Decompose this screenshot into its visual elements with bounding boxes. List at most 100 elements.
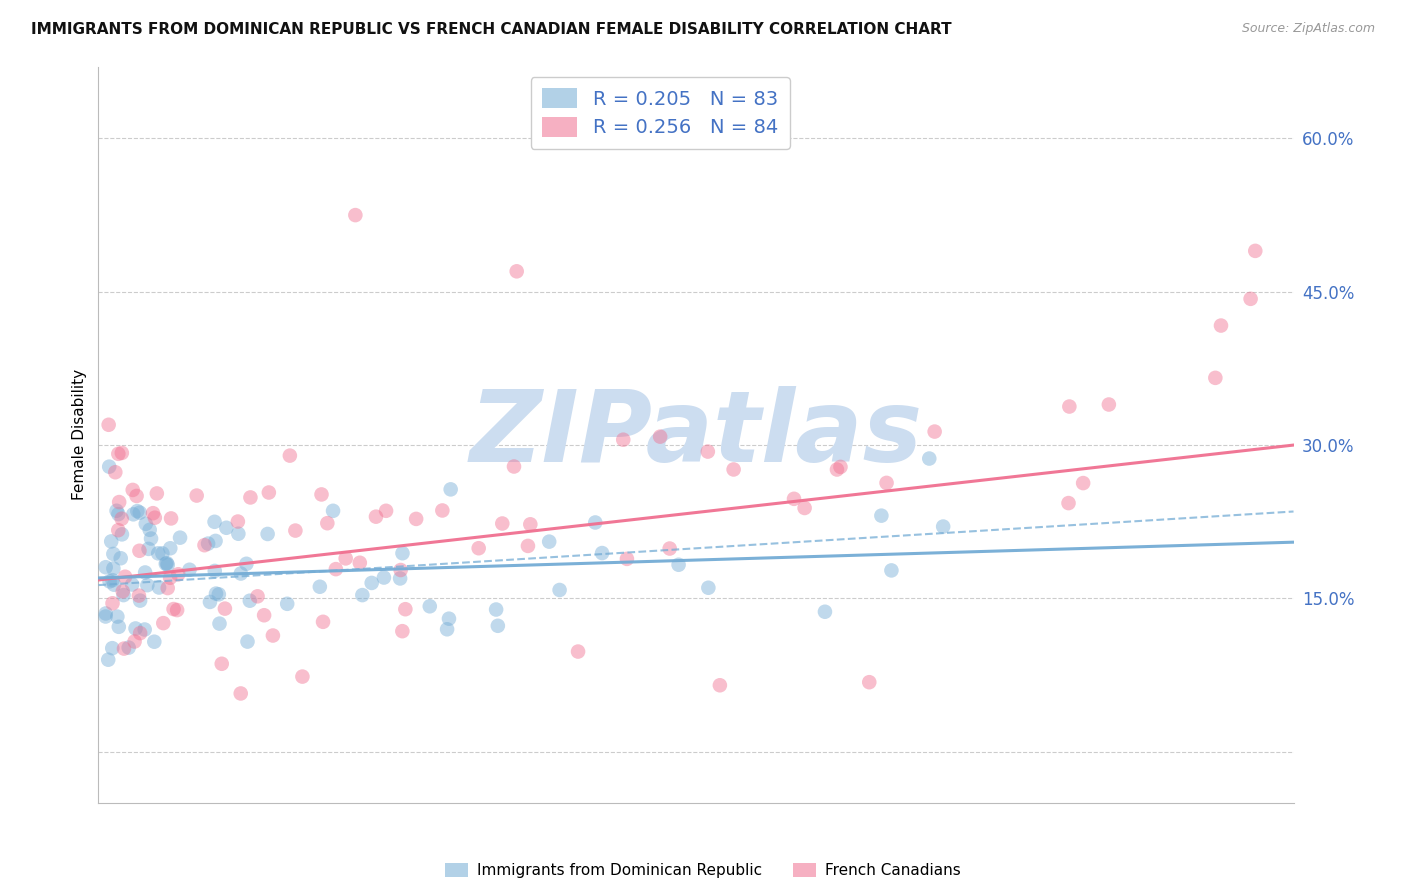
Point [94, 560, 117, 574]
Point [94, 609, 117, 624]
Point [612, 433, 634, 447]
Point [389, 571, 412, 585]
Point [159, 571, 181, 585]
Point [205, 586, 228, 600]
Point [344, 208, 367, 222]
Point [148, 546, 170, 560]
Point [135, 516, 157, 531]
Text: ZIPatlas: ZIPatlas [470, 386, 922, 483]
Point [142, 506, 165, 520]
Point [101, 573, 124, 587]
Point [440, 483, 463, 497]
Point [124, 622, 146, 636]
Point [152, 616, 174, 631]
Point [830, 459, 852, 474]
Point [103, 547, 125, 561]
Point [214, 601, 236, 615]
Point [1098, 397, 1121, 411]
Point [166, 603, 188, 617]
Point [107, 620, 129, 634]
Point [253, 608, 276, 623]
Point [111, 446, 134, 460]
Point [155, 557, 177, 571]
Point [491, 516, 513, 531]
Point [156, 581, 179, 595]
Point [658, 541, 681, 556]
Point [129, 626, 152, 640]
Point [1244, 244, 1267, 258]
Point [814, 605, 837, 619]
Point [98, 574, 121, 589]
Point [517, 539, 540, 553]
Point [103, 578, 125, 592]
Point [211, 657, 233, 671]
Point [128, 543, 150, 558]
Point [932, 519, 955, 533]
Point [107, 447, 129, 461]
Point [208, 616, 231, 631]
Point [111, 527, 134, 541]
Point [405, 512, 427, 526]
Text: IMMIGRANTS FROM DOMINICAN REPUBLIC VS FRENCH CANADIAN FEMALE DISABILITY CORRELAT: IMMIGRANTS FROM DOMINICAN REPUBLIC VS FR… [31, 22, 952, 37]
Point [98, 459, 121, 474]
Point [262, 628, 284, 642]
Point [208, 587, 231, 601]
Point [118, 640, 141, 655]
Point [870, 508, 893, 523]
Point [437, 612, 460, 626]
Point [650, 430, 672, 444]
Point [107, 523, 129, 537]
Point [125, 489, 148, 503]
Point [167, 567, 190, 582]
Point [485, 602, 508, 616]
Point [548, 582, 571, 597]
Point [169, 531, 191, 545]
Point [349, 556, 371, 570]
Point [146, 486, 169, 500]
Point [204, 564, 226, 578]
Point [100, 534, 122, 549]
Point [364, 509, 387, 524]
Point [783, 491, 806, 506]
Point [583, 516, 606, 530]
Point [156, 556, 179, 570]
Point [391, 546, 413, 560]
Point [235, 557, 257, 571]
Y-axis label: Female Disability: Female Disability [72, 369, 87, 500]
Point [239, 491, 262, 505]
Point [312, 615, 335, 629]
Point [432, 503, 454, 517]
Point [111, 512, 134, 526]
Point [150, 546, 173, 560]
Point [121, 577, 143, 591]
Point [696, 444, 718, 458]
Point [156, 558, 179, 572]
Point [924, 425, 946, 439]
Point [236, 634, 259, 648]
Point [1209, 318, 1232, 333]
Point [229, 566, 252, 581]
Point [335, 551, 357, 566]
Legend: R = 0.205   N = 83, R = 0.256   N = 84: R = 0.205 N = 83, R = 0.256 N = 84 [530, 77, 790, 149]
Point [103, 561, 125, 575]
Point [112, 641, 135, 656]
Text: Source: ZipAtlas.com: Source: ZipAtlas.com [1241, 22, 1375, 36]
Point [134, 623, 156, 637]
Point [159, 541, 181, 556]
Point [391, 624, 413, 639]
Point [97, 417, 120, 432]
Point [143, 510, 166, 524]
Point [139, 532, 162, 546]
Point [105, 609, 128, 624]
Point [419, 599, 441, 614]
Point [876, 475, 898, 490]
Point [311, 487, 333, 501]
Point [486, 619, 509, 633]
Point [918, 451, 941, 466]
Point [394, 602, 416, 616]
Point [1239, 292, 1261, 306]
Point [179, 563, 201, 577]
Point [127, 504, 149, 518]
Point [94, 607, 117, 621]
Point [278, 449, 301, 463]
